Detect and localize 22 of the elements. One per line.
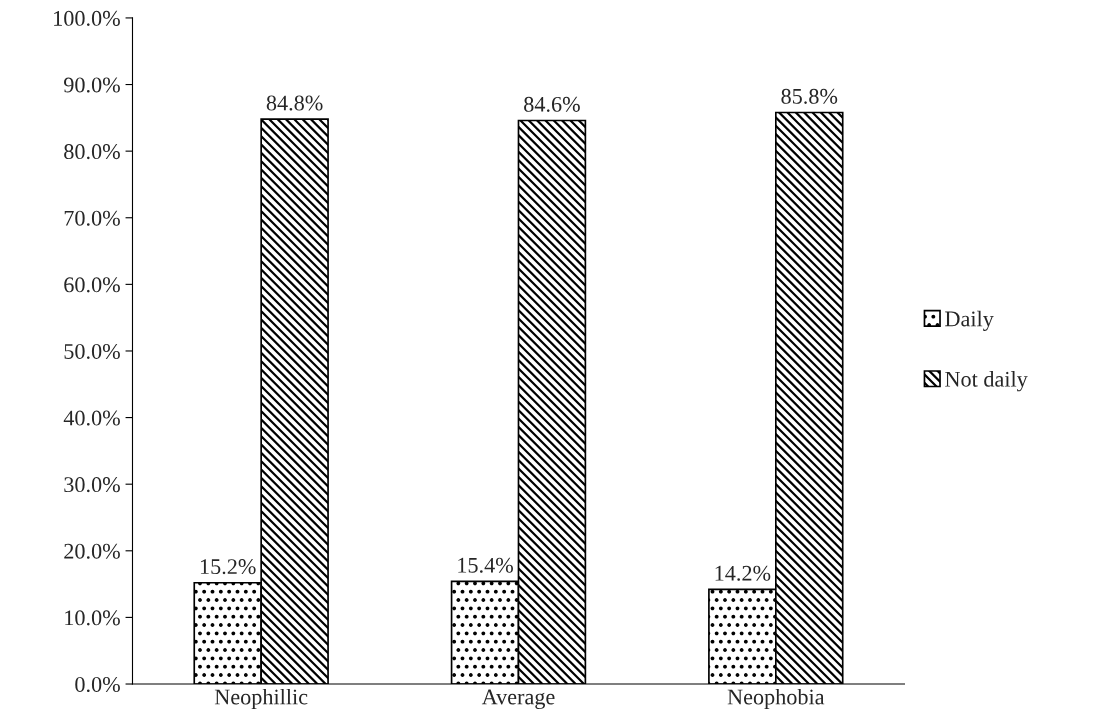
y-tick-label: 100.0% bbox=[54, 10, 120, 26]
y-tick-label: 70.0% bbox=[64, 210, 120, 226]
y-tick-label: 20.0% bbox=[64, 543, 120, 559]
x-tick-label: Average bbox=[481, 689, 555, 710]
x-tick-label: Neophillic bbox=[214, 688, 308, 710]
data-label: 15.2% bbox=[200, 559, 256, 575]
y-tick-label: 10.0% bbox=[65, 610, 120, 626]
x-tick-label: Neophobia bbox=[727, 688, 825, 710]
y-tick-label: 0.0% bbox=[75, 676, 120, 693]
legend-label: Daily bbox=[945, 310, 994, 331]
legend-label: Not daily bbox=[945, 371, 1028, 392]
data-label: 85.8% bbox=[781, 88, 838, 104]
data-label: 84.6% bbox=[524, 96, 580, 112]
data-label: 84.8% bbox=[266, 95, 323, 111]
y-tick-label: 60.0% bbox=[64, 277, 120, 293]
y-tick-label: 90.0% bbox=[64, 77, 120, 93]
data-label: 15.4% bbox=[458, 557, 513, 573]
data-label: 14.2% bbox=[715, 565, 771, 581]
y-tick-label: 50.0% bbox=[64, 343, 120, 359]
y-tick-label: 30.0% bbox=[64, 477, 120, 493]
y-tick-label: 80.0% bbox=[64, 144, 120, 160]
y-tick-label: 40.0% bbox=[63, 410, 120, 426]
